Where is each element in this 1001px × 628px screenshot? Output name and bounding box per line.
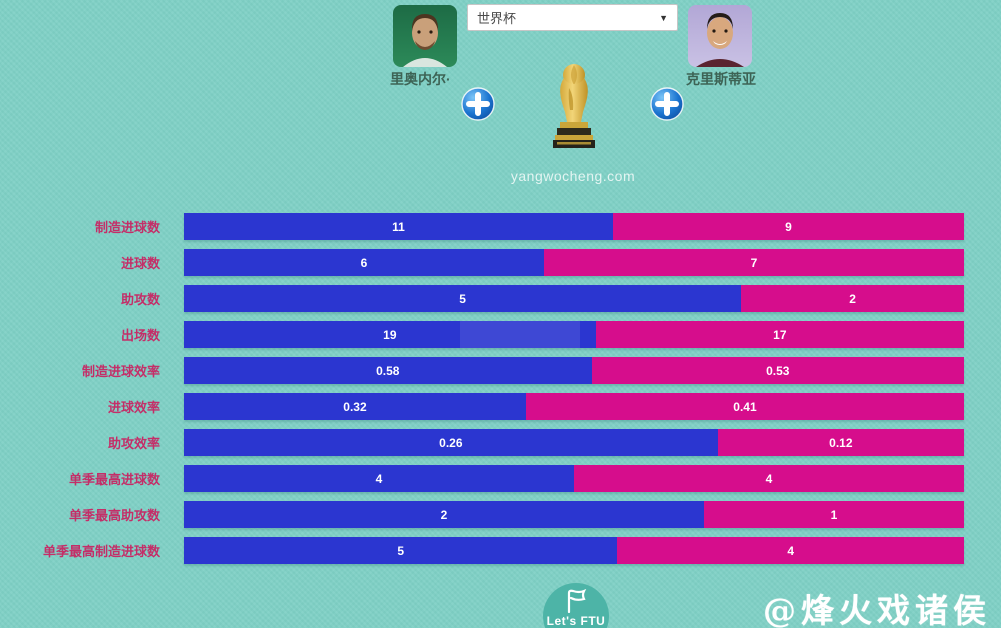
left-bar-segment: 0.58 [184, 357, 592, 384]
left-bar-segment: 11 [184, 213, 613, 240]
competition-select[interactable]: 世界杯 ▼ [467, 4, 678, 31]
left-bar-value: 0.32 [343, 399, 367, 414]
left-bar-segment: 0.32 [184, 393, 526, 420]
right-bar-segment: 1 [704, 501, 964, 528]
right-bar-value: 0.53 [766, 363, 790, 378]
right-player-avatar[interactable] [688, 5, 752, 67]
right-bar-segment: 0.12 [717, 429, 964, 456]
right-bar-value: 17 [773, 327, 787, 342]
left-bar-value: 5 [397, 543, 405, 558]
left-player-name: 里奥内尔· [390, 71, 451, 87]
stat-label: 单季最高进球数 [68, 472, 160, 487]
left-bar-value: 11 [392, 219, 405, 234]
comparison-chart: 制造进球数 11 9 进球数 6 7 助攻数 5 2 [0, 213, 1001, 573]
left-bar-segment: 5 [184, 537, 618, 564]
stat-row: 制造进球效率 0.58 0.53 [0, 357, 1001, 384]
left-player-avatar[interactable] [393, 5, 457, 67]
stat-bar: 19 17 [184, 321, 964, 348]
right-bar-segment: 9 [613, 213, 964, 240]
world-cup-trophy-icon [543, 60, 605, 159]
flag-icon [567, 589, 587, 613]
plus-icon [650, 87, 684, 121]
right-player-name: 克里斯蒂亚 [686, 71, 756, 87]
stat-bar: 0.58 0.53 [184, 357, 964, 384]
stat-bar: 5 2 [184, 285, 964, 312]
stat-label: 出场数 [120, 328, 160, 343]
right-bar-segment: 4 [574, 465, 964, 492]
stat-row: 进球数 6 7 [0, 249, 1001, 276]
stat-label: 制造进球效率 [81, 364, 160, 379]
right-bar-segment: 0.53 [591, 357, 964, 384]
stat-label: 助攻效率 [107, 436, 160, 451]
right-bar-value: 4 [765, 471, 773, 486]
left-bar-value: 6 [360, 255, 368, 270]
stat-bar: 11 9 [184, 213, 964, 240]
stat-label: 制造进球数 [94, 220, 160, 235]
left-bar-value: 4 [375, 471, 383, 486]
right-bar-value: 9 [785, 219, 792, 234]
left-bar-segment: 2 [184, 501, 705, 528]
stat-row: 单季最高制造进球数 5 4 [0, 537, 1001, 564]
stat-bar: 2 1 [184, 501, 964, 528]
stat-bar: 5 4 [184, 537, 964, 564]
right-bar-value: 7 [750, 255, 758, 270]
left-bar-value: 2 [440, 507, 448, 522]
messi-portrait-image [393, 5, 457, 67]
right-bar-value: 0.41 [733, 399, 757, 414]
left-bar-value: 19 [383, 327, 397, 342]
stat-row: 助攻数 5 2 [0, 285, 1001, 312]
right-bar-value: 0.12 [829, 435, 853, 450]
stat-row: 出场数 19 17 [0, 321, 1001, 348]
site-watermark-text: yangwocheng.com [510, 168, 636, 184]
stat-label: 单季最高制造进球数 [42, 544, 160, 559]
stat-row: 制造进球数 11 9 [0, 213, 1001, 240]
stat-row: 助攻效率 0.26 0.12 [0, 429, 1001, 456]
stat-bar: 0.32 0.41 [184, 393, 964, 420]
right-bar-value: 4 [787, 543, 795, 558]
stat-bar: 4 4 [184, 465, 964, 492]
ftu-logo-badge: Let's FTU [543, 583, 609, 628]
stat-bar: 6 7 [184, 249, 964, 276]
right-bar-segment: 4 [617, 537, 964, 564]
left-bar-value: 0.58 [376, 363, 400, 378]
right-bar-value: 1 [830, 507, 838, 522]
stat-row: 单季最高助攻数 2 1 [0, 501, 1001, 528]
right-bar-segment: 17 [595, 321, 964, 348]
add-right-player-button[interactable] [649, 86, 685, 122]
right-bar-segment: 7 [543, 249, 964, 276]
ronaldo-portrait-image [688, 5, 752, 67]
stat-label: 单季最高助攻数 [68, 508, 160, 523]
stat-row: 进球效率 0.32 0.41 [0, 393, 1001, 420]
plus-icon [461, 87, 495, 121]
stat-label: 进球效率 [107, 400, 160, 415]
author-watermark: @烽火戏诸侯 [761, 584, 993, 628]
stat-label: 进球数 [120, 256, 160, 271]
right-bar-segment: 2 [741, 285, 964, 312]
left-bar-value: 0.26 [439, 435, 463, 450]
stat-rows: 制造进球数 11 9 进球数 6 7 助攻数 5 2 [0, 213, 1001, 564]
ftu-logo-text: Let's FTU [546, 614, 606, 628]
right-bar-segment: 0.41 [525, 393, 964, 420]
left-bar-segment: 5 [184, 285, 742, 312]
left-bar-segment: 19 [184, 321, 596, 348]
right-bar-value: 2 [849, 291, 856, 306]
competition-select-value: 世界杯 [477, 11, 517, 26]
left-bar-segment: 6 [184, 249, 544, 276]
left-bar-value: 5 [459, 291, 466, 306]
add-left-player-button[interactable] [460, 86, 496, 122]
left-bar-segment: 4 [184, 465, 574, 492]
dropdown-arrow-icon: ▼ [659, 12, 668, 23]
stat-label: 助攻数 [120, 292, 160, 307]
stat-bar: 0.26 0.12 [184, 429, 964, 456]
left-bar-segment: 0.26 [184, 429, 718, 456]
stat-row: 单季最高进球数 4 4 [0, 465, 1001, 492]
